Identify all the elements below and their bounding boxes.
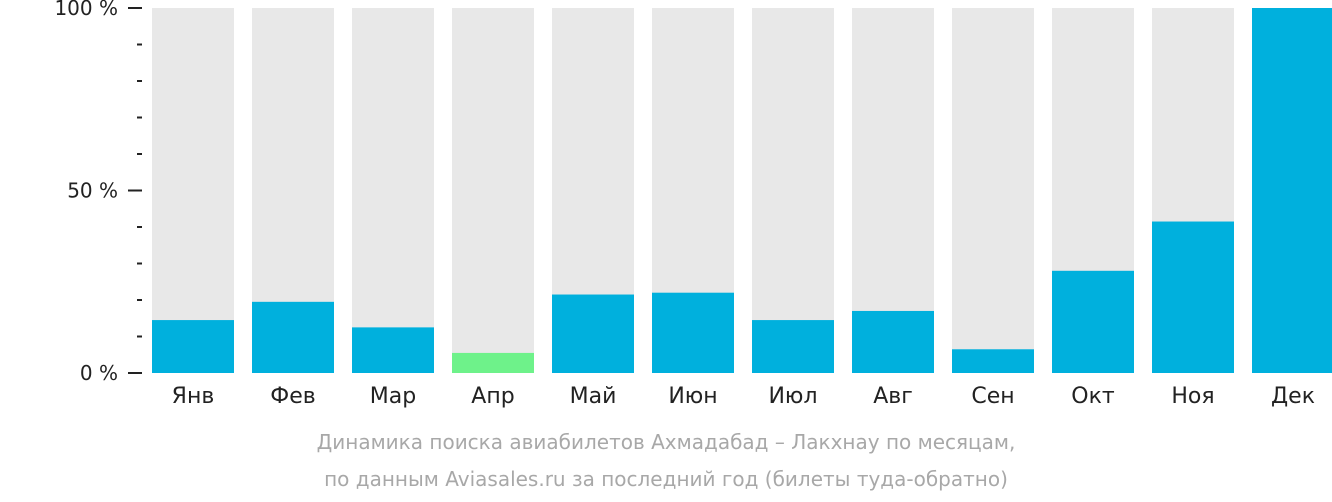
- bar: [1152, 221, 1234, 373]
- y-tick-label: 50 %: [67, 179, 118, 203]
- x-tick-label: Окт: [1071, 384, 1115, 409]
- bar-background: [452, 8, 534, 373]
- x-tick-label: Июн: [668, 384, 717, 409]
- x-tick-label: Дек: [1271, 384, 1315, 409]
- x-tick-label: Мар: [370, 384, 416, 409]
- bar: [852, 310, 934, 373]
- y-tick-label: 0 %: [80, 361, 118, 385]
- bar: [752, 320, 834, 373]
- x-tick-label: Авг: [873, 384, 913, 409]
- bar: [152, 320, 234, 373]
- x-tick-label: Июл: [768, 384, 817, 409]
- bar: [352, 327, 434, 373]
- x-tick-label: Фев: [270, 384, 315, 409]
- bar-background: [352, 8, 434, 373]
- bar: [1052, 270, 1134, 373]
- x-tick-label: Ноя: [1171, 384, 1214, 409]
- x-tick-label: Май: [570, 384, 617, 409]
- bar-background: [952, 8, 1034, 373]
- bar: [1252, 8, 1332, 373]
- chart-subtitle: по данным Aviasales.ru за последний год …: [324, 467, 1008, 491]
- x-tick-label: Сен: [971, 384, 1014, 409]
- bar: [652, 292, 734, 373]
- x-tick-label: Янв: [172, 384, 215, 409]
- bar-background: [152, 8, 234, 373]
- bar: [952, 349, 1034, 373]
- bar: [252, 301, 334, 373]
- bar: [552, 294, 634, 373]
- bar: [452, 352, 534, 373]
- bar-background: [752, 8, 834, 373]
- x-tick-label: Апр: [471, 384, 514, 409]
- chart-title: Динамика поиска авиабилетов Ахмадабад – …: [316, 430, 1016, 454]
- y-tick-label: 100 %: [54, 0, 118, 20]
- bar-chart: 100 % 50 % 0 % Янв Фев Мар Апр Май Июн Июл Авг Сен О…: [54, 0, 1332, 409]
